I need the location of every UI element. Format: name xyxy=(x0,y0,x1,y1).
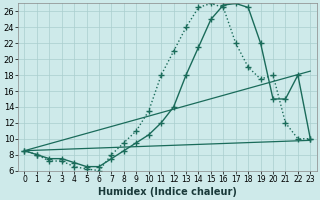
X-axis label: Humidex (Indice chaleur): Humidex (Indice chaleur) xyxy=(98,187,237,197)
